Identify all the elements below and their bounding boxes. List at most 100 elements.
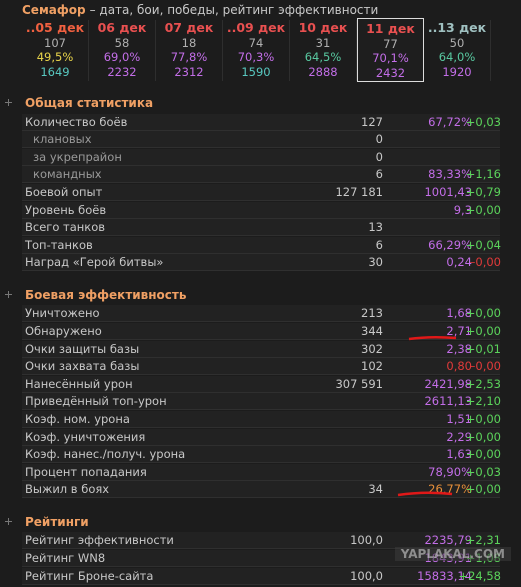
stat-value: 66,29% — [428, 237, 472, 252]
stat-label: за укрепрайон — [33, 149, 122, 164]
stat-row: Рейтинг эффективности 100,0 2235,79 +2,31 — [22, 532, 501, 550]
stat-value: 2,38 — [446, 341, 472, 356]
stat-row: Коэф. ном. урона 1,51 +0,00 — [22, 410, 501, 428]
day-winrate: 64,0% — [438, 50, 476, 64]
stat-delta: +0,03 — [465, 114, 501, 129]
day-battles: 107 — [44, 36, 66, 50]
stat-row: Нанесённый урон 307 591 2421,98 +2,53 — [22, 375, 501, 393]
day-column: 06 дек 58 69,0% 2232 — [89, 20, 156, 81]
day-date: ..13 дек — [427, 20, 487, 35]
day-battles: 50 — [449, 36, 465, 50]
expand-icon — [5, 290, 12, 298]
stat-label: Очки захвата базы — [25, 359, 140, 374]
day-column: 07 дек 18 77,8% 2312 — [156, 20, 223, 81]
day-rating: 2312 — [174, 65, 204, 79]
day-rating: 1920 — [442, 65, 472, 79]
day-rating: 1649 — [40, 65, 70, 79]
stat-delta: +0,04 — [465, 237, 501, 252]
day-winrate: 77,8% — [170, 50, 208, 64]
subtitle: – дата, бои, победы, рейтинг эффективнос… — [89, 3, 379, 17]
day-rating: 2888 — [308, 65, 338, 79]
stat-label: Коэф. ном. урона — [25, 411, 130, 426]
stat-delta: +0,01 — [465, 341, 501, 356]
stat-count: 0 — [375, 149, 383, 164]
stat-row: командных 6 83,33% +1,16 — [22, 166, 501, 184]
stat-value: 83,33% — [428, 167, 472, 182]
stat-row: Обнаружено 344 2,71 +0,00 — [22, 322, 501, 340]
section-title: Боевая эффективность — [25, 287, 187, 302]
stat-row: Количество боёв 127 67,72% +0,03 — [22, 113, 501, 131]
stat-label: Всего танков — [25, 220, 106, 235]
stat-delta: –0,00 — [469, 255, 501, 270]
stat-delta: +0,00 — [465, 323, 501, 338]
stat-delta: +1,16 — [465, 167, 501, 182]
stat-label: Уничтожено — [25, 306, 100, 321]
stat-label: Обнаружено — [25, 323, 102, 338]
stat-label: Очки защиты базы — [25, 341, 140, 356]
stat-count: 30 — [368, 255, 383, 270]
stat-count: 344 — [361, 323, 383, 338]
stat-count: 100,0 — [350, 568, 383, 583]
stat-label: Коэф. уничтожения — [25, 429, 146, 444]
stat-delta: +0,03 — [465, 464, 501, 479]
stat-delta: +0,00 — [465, 306, 501, 321]
stat-value: 2611,13 — [424, 394, 472, 409]
day-battles: 18 — [181, 36, 197, 50]
icon-bar — [8, 517, 9, 525]
day-battles: 77 — [383, 37, 398, 51]
day-battles: 58 — [114, 36, 130, 50]
stat-label: Уровень боёв — [25, 202, 107, 217]
stat-delta: +0,79 — [465, 184, 501, 199]
stat-row: Очки защиты базы 302 2,38 +0,01 — [22, 340, 501, 358]
stat-value: 1001,43 — [424, 184, 472, 199]
stat-delta: +0,00 — [465, 482, 501, 497]
stat-value: 15833,14 — [417, 568, 472, 583]
stat-label: Коэф. нанес./получ. урона — [25, 447, 186, 462]
stat-count: 127 181 — [335, 184, 383, 199]
stat-row: Приведённый топ-урон 2611,13 +2,10 — [22, 393, 501, 411]
stat-row: Рейтинг Броне-сайта 100,0 15833,14 +24,58 — [22, 567, 501, 585]
stat-label: Рейтинг Броне-сайта — [25, 568, 154, 583]
section-title: Общая статистика — [25, 96, 154, 110]
watermark: YAPLAKAL.COM — [394, 547, 511, 561]
stat-row: Выжил в боях 34 26,77% +0,00 — [22, 481, 501, 499]
stat-row: Боевой опыт 127 181 1001,43 +0,79 — [22, 183, 501, 201]
stat-value: 1,51 — [446, 411, 472, 426]
expand-icon — [5, 517, 12, 525]
day-column: 10 дек 31 64,5% 2888 — [290, 20, 357, 81]
stat-value: 2235,79 — [424, 533, 472, 548]
day-winrate: 49,5% — [36, 50, 74, 64]
stat-row: клановых 0 — [22, 131, 500, 149]
stat-row: Коэф. нанес./получ. урона 1,63 +0,00 — [22, 446, 501, 464]
stat-value: 1,68 — [446, 306, 472, 321]
day-rating: 2232 — [107, 65, 137, 79]
stat-count: 0 — [375, 132, 383, 147]
stat-label: Рейтинг эффективности — [25, 533, 174, 548]
day-battles: 74 — [248, 36, 264, 50]
stat-label: Рейтинг WN8 — [25, 550, 106, 565]
stat-count: 6 — [375, 237, 383, 252]
day-rating: 2432 — [375, 66, 406, 80]
day-battles: 31 — [315, 36, 331, 50]
stat-count: 213 — [361, 306, 383, 321]
stat-delta: +0,00 — [465, 202, 501, 217]
title: Семафор — [22, 3, 86, 17]
stat-row: Коэф. уничтожения 2,29 +0,00 — [22, 428, 501, 446]
stat-count: 102 — [361, 359, 383, 374]
stat-label: Количество боёв — [25, 114, 128, 129]
stat-count: 34 — [368, 482, 383, 497]
day-column: ..09 дек 74 70,3% 1590 — [223, 20, 290, 81]
day-column: ..13 дек 50 64,0% 1920 — [424, 20, 491, 81]
stat-delta: +0,00 — [465, 447, 501, 462]
stat-row: Процент попадания 78,90% +0,03 — [22, 463, 501, 481]
stat-count: 13 — [368, 220, 383, 235]
stat-label: клановых — [33, 132, 92, 147]
stat-value: 2,71 — [446, 323, 472, 338]
stat-count: 307 591 — [335, 376, 383, 391]
stat-value: 0,80 — [446, 359, 472, 374]
stat-delta: +0,00 — [465, 411, 501, 426]
icon-bar — [8, 99, 9, 106]
stat-value: 67,72% — [428, 114, 472, 129]
stat-label: Процент попадания — [25, 464, 147, 479]
